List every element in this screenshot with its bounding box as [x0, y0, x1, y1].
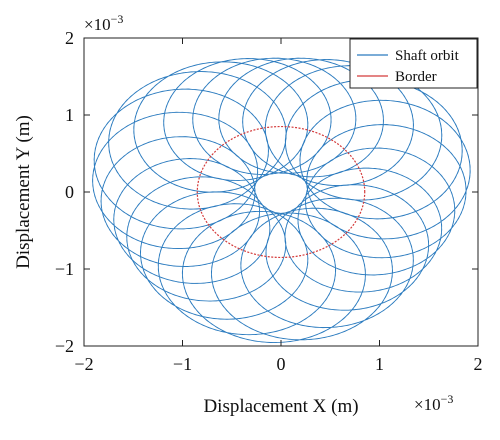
- plot-area: [84, 38, 478, 346]
- y-axis-label: Displacement Y (m): [13, 115, 34, 269]
- y-exponent-sup: −3: [111, 12, 124, 26]
- legend: Shaft orbit Border: [349, 38, 478, 89]
- x-tick-label: 2: [474, 354, 483, 374]
- x-axis-ticks: −2 −1 0 1 2: [74, 38, 483, 374]
- border-series: [196, 125, 366, 259]
- x-tick-label: 1: [375, 354, 384, 374]
- y-axis-ticks: −2 −1 0 1 2: [55, 28, 478, 356]
- x-tick-label: −2: [74, 354, 93, 374]
- x-exponent-label: ×10−3: [414, 392, 453, 414]
- y-tick-label: 1: [65, 105, 74, 125]
- y-tick-label: −2: [55, 336, 74, 356]
- x-axis-label: Displacement X (m): [203, 396, 358, 417]
- y-exponent-label: ×10−3: [84, 12, 123, 34]
- x-tick-label: −1: [173, 354, 192, 374]
- border-circle-line: [196, 125, 366, 259]
- x-exponent-sup: −3: [441, 392, 454, 406]
- shaft-orbit-line: [92, 57, 471, 344]
- y-tick-label: 2: [65, 28, 74, 48]
- shaft-orbit-series: [92, 57, 471, 344]
- y-tick-label: 0: [65, 182, 74, 202]
- y-tick-label: −1: [55, 259, 74, 279]
- x-tick-label: 0: [277, 354, 286, 374]
- legend-label-shaft-orbit: Shaft orbit: [395, 48, 460, 64]
- legend-label-border: Border: [395, 69, 437, 85]
- legend-box: [349, 38, 478, 89]
